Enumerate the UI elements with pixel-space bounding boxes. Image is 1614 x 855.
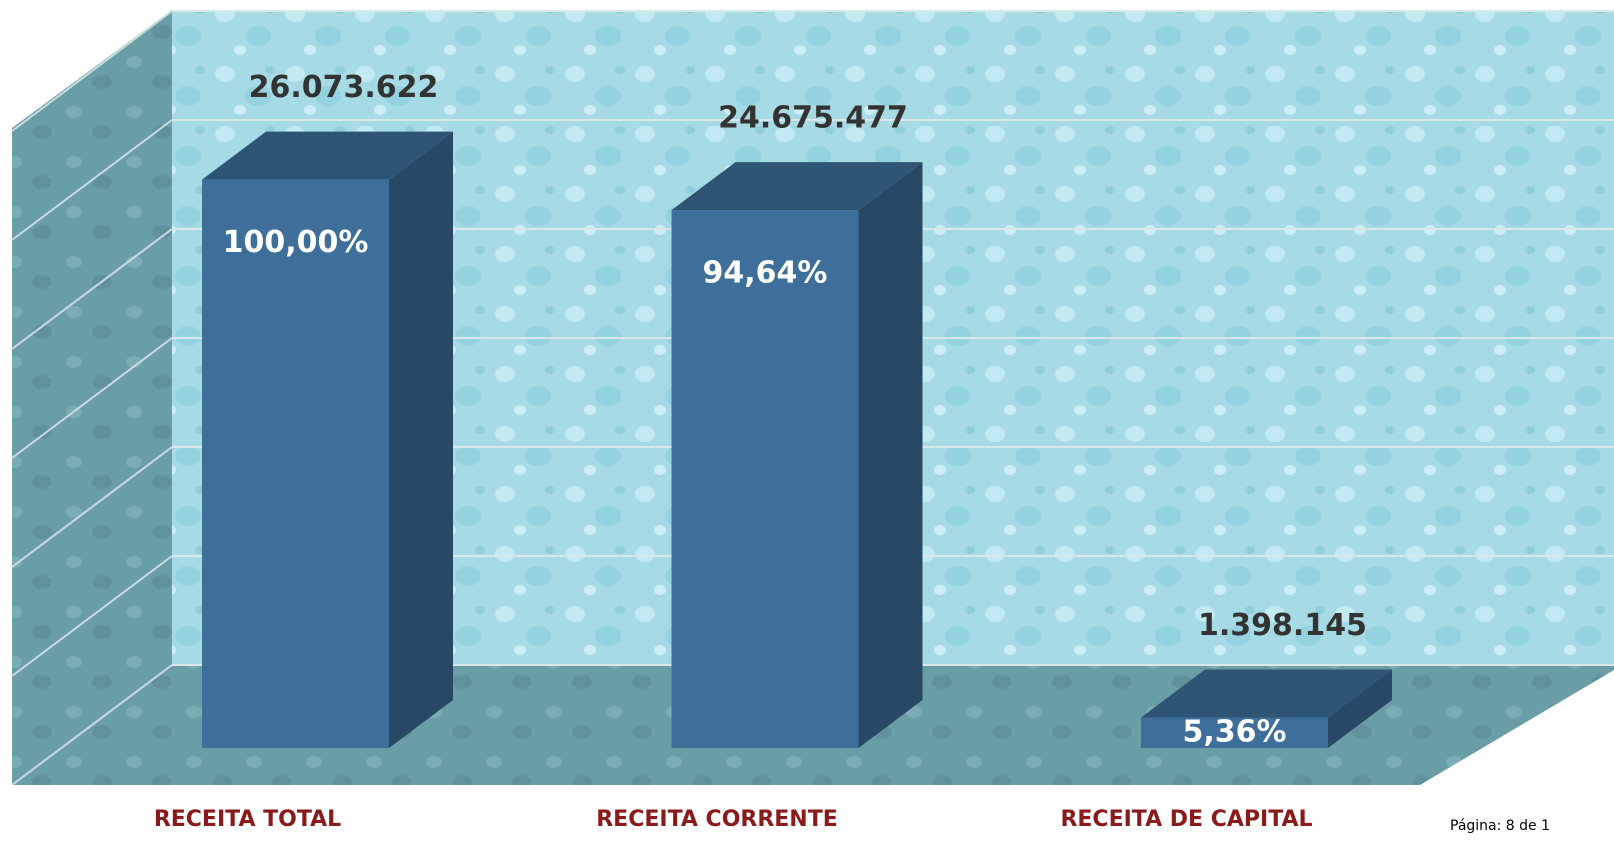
percentage-label: 100,00% (223, 225, 369, 260)
side-grid-line (11, 337, 173, 459)
value-label: 24.675.477 (718, 101, 908, 136)
bar (202, 179, 389, 749)
bar-top (202, 131, 453, 180)
bar-side (858, 162, 923, 749)
category-label: RECEITA CORRENTE (596, 807, 838, 832)
value-label: 1.398.145 (1198, 608, 1367, 643)
side-grid-line (11, 555, 173, 677)
category-label: RECEITA DE CAPITAL (1060, 807, 1312, 832)
bar-side (389, 131, 453, 749)
percentage-label: 94,64% (703, 256, 828, 291)
side-grid-line (11, 228, 173, 350)
side-grid-line (11, 10, 173, 132)
value-label: 26.073.622 (249, 70, 439, 105)
bar-top (1141, 669, 1392, 718)
side-grid-line (11, 446, 173, 568)
footer: Página: 8 de 1 (1450, 818, 1550, 834)
percentage-label: 5,36% (1182, 714, 1286, 749)
bar (1141, 717, 1328, 748)
side-grid-line (11, 119, 173, 241)
side-grid-line (11, 664, 173, 786)
bar (671, 210, 859, 749)
category-label: RECEITA TOTAL (154, 807, 341, 832)
bar-top (671, 162, 923, 211)
bar-side (1328, 669, 1392, 748)
